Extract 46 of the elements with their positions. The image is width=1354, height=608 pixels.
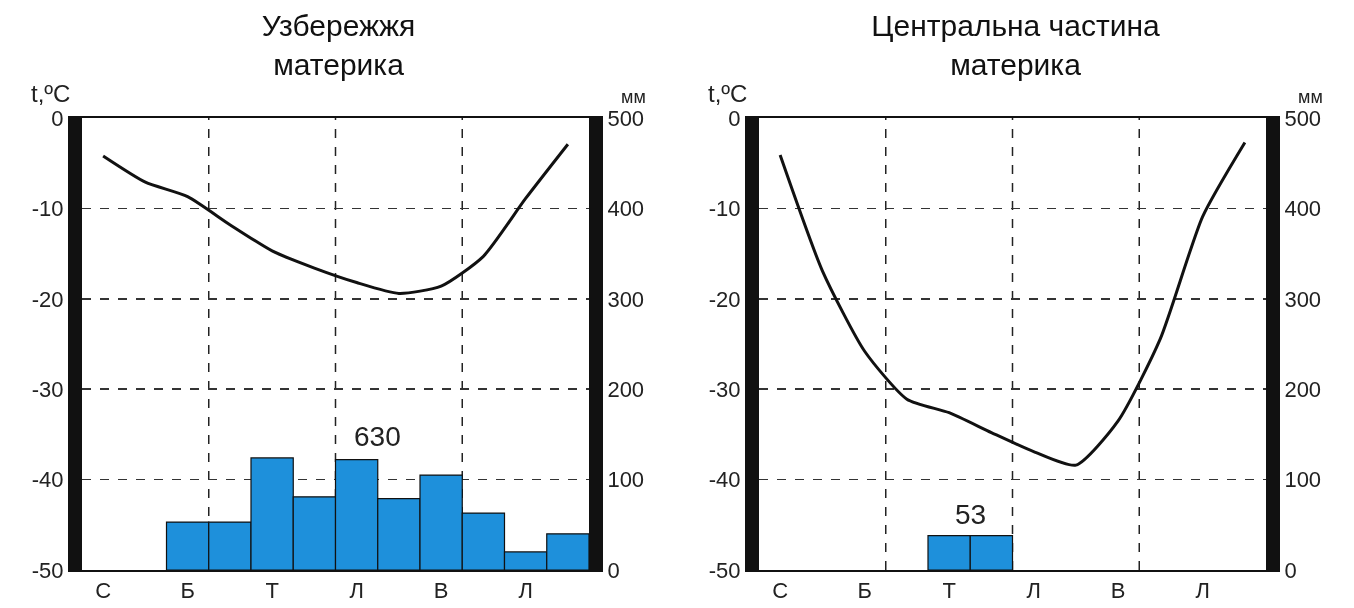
- y2-tick-label: 0: [1284, 557, 1297, 583]
- y2-tick-label: 300: [607, 286, 645, 312]
- y2-tick-label: 500: [607, 105, 645, 131]
- chart-title: Узбережжя материка: [261, 9, 416, 81]
- y-tick-label: -30: [31, 376, 64, 402]
- y2-tick-label: 100: [1284, 467, 1322, 493]
- x-tick-label: Т: [942, 578, 956, 604]
- line-series: [101, 142, 570, 295]
- y-axis-title: t,ºC: [31, 80, 71, 107]
- y-tick-label: -10: [31, 196, 64, 222]
- y2-tick-label: 400: [1284, 196, 1322, 222]
- y-tick-label: -30: [708, 376, 741, 402]
- y2-tick-label: 100: [607, 467, 645, 493]
- y-tick-label: -40: [31, 467, 64, 493]
- y2-axis-title: мм: [1298, 87, 1323, 107]
- x-tick-label: Л: [1195, 578, 1210, 604]
- annotation: 630: [354, 421, 401, 452]
- y2-tick-label: 0: [607, 557, 620, 583]
- y2-axis-title: мм: [621, 87, 646, 107]
- y-tick-label: 0: [728, 105, 741, 131]
- y-tick-label: -20: [708, 286, 741, 312]
- y-tick-label: -40: [708, 467, 741, 493]
- y-tick-label: 0: [51, 105, 64, 131]
- x-tick-label: Л: [1026, 578, 1041, 604]
- y-tick-label: -10: [708, 196, 741, 222]
- y2-tick-label: 200: [1284, 376, 1322, 402]
- x-tick-label: В: [1110, 578, 1126, 604]
- x-tick-label: В: [433, 578, 449, 604]
- x-tick-label: С: [95, 578, 112, 604]
- y2-tick-label: 500: [1284, 105, 1322, 131]
- y-tick-label: -20: [31, 286, 64, 312]
- chart-title: Центральна частина материка: [871, 9, 1160, 81]
- x-tick-label: С: [772, 578, 789, 604]
- y2-tick-label: 400: [607, 196, 645, 222]
- x-tick-label: Б: [180, 578, 195, 604]
- annotation: 53: [955, 499, 987, 530]
- line-series: [778, 140, 1247, 467]
- x-tick-label: Л: [518, 578, 533, 604]
- y-axis-title: t,ºC: [708, 80, 748, 107]
- x-tick-label: Л: [349, 578, 364, 604]
- y2-tick-label: 300: [1284, 286, 1322, 312]
- x-tick-label: Б: [857, 578, 872, 604]
- y-tick-label: -50: [708, 557, 741, 583]
- x-tick-label: Т: [265, 578, 279, 604]
- y-tick-label: -50: [31, 557, 64, 583]
- y2-tick-label: 200: [607, 376, 645, 402]
